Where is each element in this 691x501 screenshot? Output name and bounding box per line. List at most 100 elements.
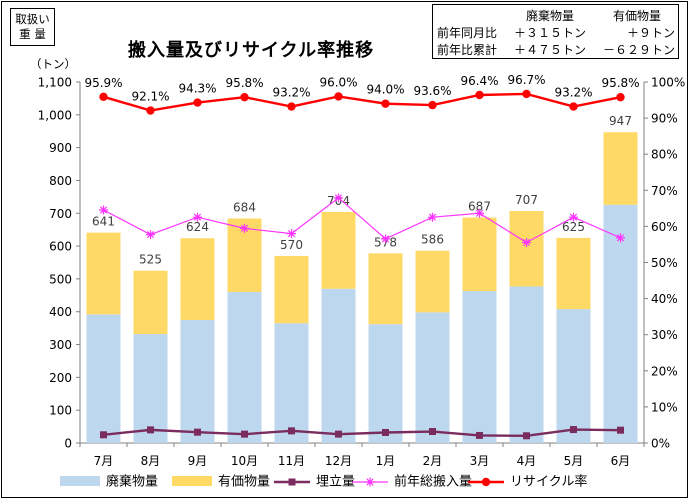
point-recycle-rate xyxy=(569,102,578,111)
x-tick-label: 5月 xyxy=(564,454,584,468)
bar-waste xyxy=(368,324,403,443)
summary-valuable-value: ＋９トン xyxy=(626,26,675,40)
point-prev-year xyxy=(616,233,625,243)
recycle-rate-label: 93.2% xyxy=(272,86,310,100)
summary-header-waste: 廃棄物量 xyxy=(525,9,574,23)
y-tick-label-left: 800 xyxy=(49,174,72,188)
y-tick-label-right: 20% xyxy=(651,364,678,378)
bar-valuable xyxy=(462,217,497,292)
bar-waste xyxy=(509,286,544,443)
summary-waste-value: ＋３１５トン xyxy=(513,26,586,40)
point-recycle-rate xyxy=(334,92,343,101)
y-tick-label-right: 50% xyxy=(651,256,678,270)
legend-marker-square xyxy=(288,478,296,486)
x-tick-label: 6月 xyxy=(611,454,631,468)
bar-total-label: 570 xyxy=(280,238,303,252)
point-landfill xyxy=(617,426,624,434)
bar-total-label: 641 xyxy=(92,215,115,229)
point-prev-year xyxy=(475,208,484,218)
point-prev-year xyxy=(428,212,437,222)
bar-valuable xyxy=(603,132,638,205)
legend-marker-star xyxy=(365,477,375,487)
point-recycle-rate xyxy=(428,100,437,110)
recycle-rate-label: 95.8% xyxy=(601,76,639,90)
x-tick-label: 7月 xyxy=(94,454,114,468)
x-tick-label: 8月 xyxy=(141,454,161,468)
recycle-rate-label: 96.0% xyxy=(319,75,357,89)
point-landfill xyxy=(335,430,342,438)
line-star xyxy=(103,197,621,244)
bar-total-label: 687 xyxy=(468,200,491,214)
bar-valuable xyxy=(321,211,356,289)
point-prev-year xyxy=(287,229,296,239)
bar-valuable xyxy=(86,232,121,315)
point-prev-year xyxy=(334,193,343,203)
summary-header-row: 廃棄物量 有価物量 xyxy=(437,7,675,24)
bar-waste xyxy=(274,323,309,443)
point-prev-year xyxy=(146,230,155,240)
bar-waste xyxy=(133,334,168,443)
point-landfill xyxy=(429,428,436,436)
point-prev-year xyxy=(193,212,202,222)
point-recycle-rate xyxy=(146,106,155,115)
bar-total-label: 947 xyxy=(609,114,632,128)
x-tick-label: 12月 xyxy=(325,454,352,468)
point-recycle-rate xyxy=(475,90,484,100)
x-tick-label: 9月 xyxy=(188,454,208,468)
y-tick-label-left: 300 xyxy=(49,338,72,352)
summary-row-label: 前年比累計 xyxy=(437,43,498,57)
y-tick-label-right: 100% xyxy=(651,76,685,90)
point-recycle-rate xyxy=(616,92,625,102)
y-tick-label-right: 10% xyxy=(651,400,678,414)
recycle-rate-label: 92.1% xyxy=(131,90,169,104)
point-prev-year xyxy=(569,212,578,222)
recycle-rate-label: 93.2% xyxy=(554,86,592,100)
bar-valuable xyxy=(180,238,215,320)
x-tick-label: 10月 xyxy=(231,454,258,468)
bar-total-label: 684 xyxy=(233,201,256,215)
legend-label: 有価物量 xyxy=(218,475,270,490)
bar-valuable xyxy=(274,255,309,324)
unit-box-line2: 重 量 xyxy=(19,27,46,41)
legend-marker-circle xyxy=(481,477,491,487)
point-landfill xyxy=(194,428,201,436)
point-landfill xyxy=(241,430,248,438)
point-recycle-rate xyxy=(193,98,202,107)
bar-waste xyxy=(603,204,638,443)
line-circle xyxy=(103,92,621,112)
bar-total-label: 707 xyxy=(515,193,538,207)
summary-table: 廃棄物量 有価物量 前年同月比 ＋３１５トン ＋９トン 前年比累計 ＋４７５トン… xyxy=(437,7,675,58)
legend-label: 埋立量 xyxy=(316,475,355,490)
unit-box: 取扱い 重 量 xyxy=(10,8,55,46)
legend-label: 前年総搬入量 xyxy=(394,474,472,490)
bar-waste xyxy=(86,314,121,443)
chart-title: 搬入量及びリサイクル率推移 xyxy=(128,40,375,61)
y-tick-label-right: 30% xyxy=(651,328,678,342)
point-landfill xyxy=(523,432,530,440)
unit-box-line1: 取扱い xyxy=(15,12,50,26)
bar-valuable xyxy=(133,270,168,335)
recycle-rate-label: 96.4% xyxy=(460,74,498,88)
summary-row-label: 前年同月比 xyxy=(437,26,498,40)
bar-waste xyxy=(556,309,591,443)
point-landfill xyxy=(147,426,154,434)
point-prev-year xyxy=(522,237,531,247)
y-tick-label-right: 70% xyxy=(651,184,678,198)
bar-total-label: 624 xyxy=(186,220,209,234)
point-landfill xyxy=(288,427,295,435)
legend-swatch xyxy=(60,476,100,486)
point-recycle-rate xyxy=(99,92,108,102)
bar-waste xyxy=(321,288,356,443)
bar-waste xyxy=(227,292,262,443)
point-recycle-rate xyxy=(381,99,390,108)
x-tick-label: 11月 xyxy=(278,454,305,468)
y-tick-label-left: 600 xyxy=(49,240,72,254)
summary-row: 前年比累計 ＋４７５トン －６２９トン xyxy=(437,41,675,58)
bar-waste xyxy=(462,291,497,443)
point-landfill xyxy=(476,431,483,439)
y-tick-label-right: 90% xyxy=(651,112,678,126)
point-landfill xyxy=(382,428,389,436)
y-tick-label-left: 100 xyxy=(49,404,72,418)
point-prev-year xyxy=(381,234,390,244)
recycle-rate-label: 93.6% xyxy=(413,84,451,98)
